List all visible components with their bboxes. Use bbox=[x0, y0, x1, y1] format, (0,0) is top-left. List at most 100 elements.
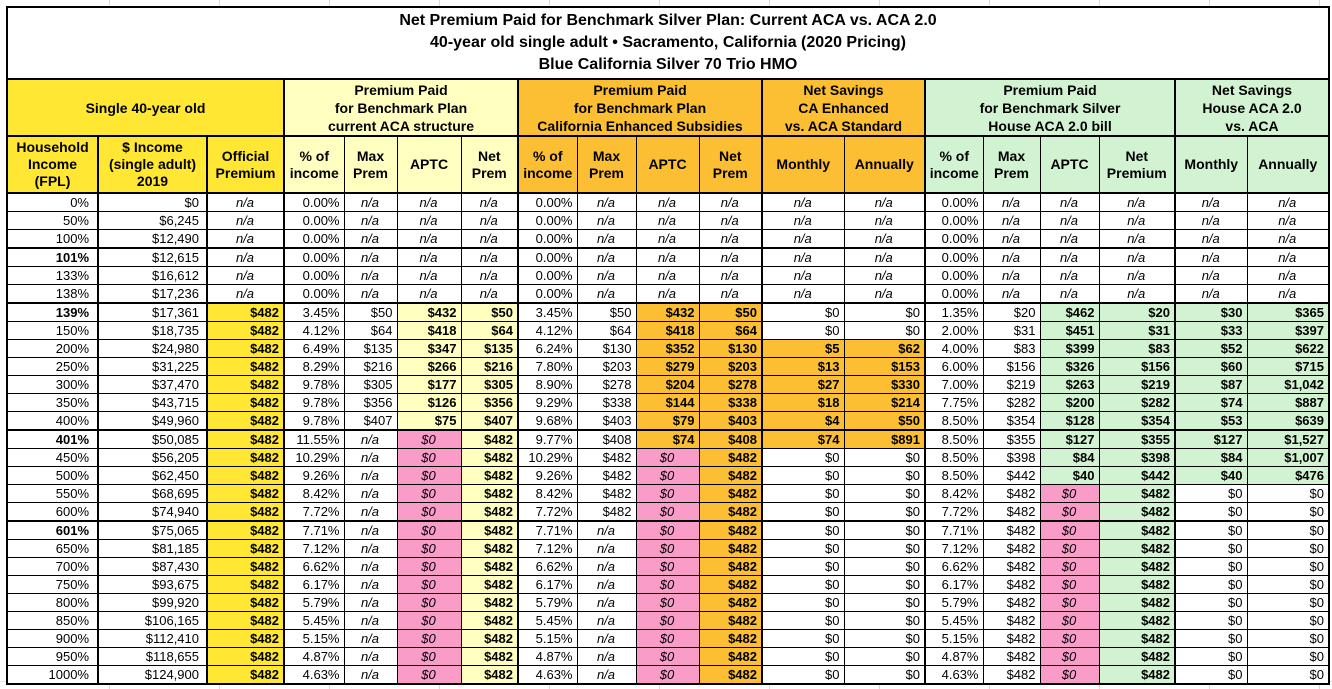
cell-133%-house_max_prem[interactable]: n/a bbox=[982, 266, 1041, 285]
cell-100%-house_savings_monthly[interactable]: n/a bbox=[1174, 229, 1248, 249]
cell-0%-fpl[interactable]: 0% bbox=[6, 192, 99, 212]
cell-300%-fpl[interactable]: 300% bbox=[6, 375, 99, 394]
cell-150%-official_premium[interactable]: $482 bbox=[206, 321, 285, 340]
cell-850%-house_net_premium[interactable]: $482 bbox=[1098, 611, 1176, 630]
cell-400%-house_net_premium[interactable]: $354 bbox=[1098, 411, 1176, 431]
cell-200%-ca_max_prem[interactable]: $130 bbox=[576, 339, 637, 358]
column-header-aca_aptc[interactable]: APTC bbox=[396, 135, 462, 194]
cell-0%-house_net_premium[interactable]: n/a bbox=[1098, 192, 1176, 212]
cell-400%-ca_net_prem[interactable]: $403 bbox=[698, 411, 763, 431]
cell-450%-fpl[interactable]: 450% bbox=[6, 448, 99, 467]
cell-700%-aca_aptc[interactable]: $0 bbox=[396, 557, 462, 576]
cell-700%-house_aptc[interactable]: $0 bbox=[1039, 557, 1100, 576]
cell-950%-ca_savings_monthly[interactable]: $0 bbox=[761, 647, 845, 666]
cell-500%-ca_pct_income[interactable]: 9.26% bbox=[517, 466, 578, 485]
cell-150%-ca_aptc[interactable]: $418 bbox=[635, 321, 700, 340]
cell-250%-fpl[interactable]: 250% bbox=[6, 357, 99, 376]
cell-133%-aca_aptc[interactable]: n/a bbox=[396, 266, 462, 285]
cell-139%-ca_savings_monthly[interactable]: $0 bbox=[761, 302, 845, 322]
cell-250%-house_pct_income[interactable]: 6.00% bbox=[924, 357, 984, 376]
cell-400%-house_pct_income[interactable]: 8.50% bbox=[924, 411, 984, 431]
cell-101%-ca_aptc[interactable]: n/a bbox=[635, 247, 700, 267]
cell-50%-aca_net_prem[interactable]: n/a bbox=[460, 211, 519, 230]
cell-850%-ca_net_prem[interactable]: $482 bbox=[698, 611, 763, 630]
cell-601%-aca_aptc[interactable]: $0 bbox=[396, 520, 462, 540]
cell-800%-house_net_premium[interactable]: $482 bbox=[1098, 593, 1176, 612]
cell-1000%-ca_max_prem[interactable]: n/a bbox=[576, 665, 637, 685]
cell-133%-house_pct_income[interactable]: 0.00% bbox=[924, 266, 984, 285]
cell-133%-income[interactable]: $16,612 bbox=[97, 266, 208, 285]
cell-700%-house_savings_monthly[interactable]: $0 bbox=[1174, 557, 1248, 576]
cell-601%-ca_savings_monthly[interactable]: $0 bbox=[761, 520, 845, 540]
cell-50%-ca_max_prem[interactable]: n/a bbox=[576, 211, 637, 230]
cell-601%-ca_net_prem[interactable]: $482 bbox=[698, 520, 763, 540]
cell-750%-ca_savings_annually[interactable]: $0 bbox=[843, 575, 926, 594]
cell-850%-house_savings_annually[interactable]: $0 bbox=[1246, 611, 1330, 630]
cell-133%-ca_savings_annually[interactable]: n/a bbox=[843, 266, 926, 285]
cell-900%-fpl[interactable]: 900% bbox=[6, 629, 99, 648]
cell-601%-ca_pct_income[interactable]: 7.71% bbox=[517, 520, 578, 540]
cell-650%-aca_net_prem[interactable]: $482 bbox=[460, 539, 519, 558]
cell-100%-fpl[interactable]: 100% bbox=[6, 229, 99, 249]
cell-550%-ca_aptc[interactable]: $0 bbox=[635, 484, 700, 503]
cell-133%-house_savings_monthly[interactable]: n/a bbox=[1174, 266, 1248, 285]
cell-601%-house_max_prem[interactable]: $482 bbox=[982, 520, 1041, 540]
cell-101%-official_premium[interactable]: n/a bbox=[206, 247, 285, 267]
cell-900%-aca_aptc[interactable]: $0 bbox=[396, 629, 462, 648]
cell-750%-ca_max_prem[interactable]: n/a bbox=[576, 575, 637, 594]
cell-900%-ca_net_prem[interactable]: $482 bbox=[698, 629, 763, 648]
cell-750%-income[interactable]: $93,675 bbox=[97, 575, 208, 594]
column-header-house_net_premium[interactable]: Net Premium bbox=[1098, 135, 1176, 194]
cell-800%-ca_net_prem[interactable]: $482 bbox=[698, 593, 763, 612]
column-header-ca_pct_income[interactable]: % of income bbox=[517, 135, 578, 194]
cell-401%-house_max_prem[interactable]: $355 bbox=[982, 429, 1041, 449]
cell-750%-house_savings_monthly[interactable]: $0 bbox=[1174, 575, 1248, 594]
cell-350%-official_premium[interactable]: $482 bbox=[206, 393, 285, 412]
cell-250%-house_savings_monthly[interactable]: $60 bbox=[1174, 357, 1248, 376]
cell-0%-house_max_prem[interactable]: n/a bbox=[982, 192, 1041, 212]
cell-950%-official_premium[interactable]: $482 bbox=[206, 647, 285, 666]
cell-500%-aca_net_prem[interactable]: $482 bbox=[460, 466, 519, 485]
cell-700%-house_pct_income[interactable]: 6.62% bbox=[924, 557, 984, 576]
cell-400%-house_savings_annually[interactable]: $639 bbox=[1246, 411, 1330, 431]
cell-950%-ca_savings_annually[interactable]: $0 bbox=[843, 647, 926, 666]
cell-650%-house_max_prem[interactable]: $482 bbox=[982, 539, 1041, 558]
cell-850%-ca_max_prem[interactable]: n/a bbox=[576, 611, 637, 630]
cell-200%-house_pct_income[interactable]: 4.00% bbox=[924, 339, 984, 358]
cell-138%-ca_pct_income[interactable]: 0.00% bbox=[517, 284, 578, 304]
cell-138%-house_aptc[interactable]: n/a bbox=[1039, 284, 1100, 304]
cell-139%-aca_net_prem[interactable]: $50 bbox=[460, 302, 519, 322]
cell-950%-ca_pct_income[interactable]: 4.87% bbox=[517, 647, 578, 666]
cell-650%-aca_aptc[interactable]: $0 bbox=[396, 539, 462, 558]
cell-400%-ca_savings_annually[interactable]: $50 bbox=[843, 411, 926, 431]
cell-950%-house_net_premium[interactable]: $482 bbox=[1098, 647, 1176, 666]
cell-650%-aca_max_prem[interactable]: n/a bbox=[343, 539, 398, 558]
cell-139%-ca_savings_annually[interactable]: $0 bbox=[843, 302, 926, 322]
cell-700%-house_savings_annually[interactable]: $0 bbox=[1246, 557, 1330, 576]
cell-50%-house_net_premium[interactable]: n/a bbox=[1098, 211, 1176, 230]
cell-50%-house_pct_income[interactable]: 0.00% bbox=[924, 211, 984, 230]
cell-1000%-house_max_prem[interactable]: $482 bbox=[982, 665, 1041, 685]
cell-600%-ca_savings_annually[interactable]: $0 bbox=[843, 502, 926, 522]
cell-450%-house_savings_monthly[interactable]: $84 bbox=[1174, 448, 1248, 467]
cell-101%-house_aptc[interactable]: n/a bbox=[1039, 247, 1100, 267]
cell-100%-house_pct_income[interactable]: 0.00% bbox=[924, 229, 984, 249]
cell-300%-ca_pct_income[interactable]: 8.90% bbox=[517, 375, 578, 394]
cell-750%-house_net_premium[interactable]: $482 bbox=[1098, 575, 1176, 594]
cell-138%-fpl[interactable]: 138% bbox=[6, 284, 99, 304]
cell-450%-house_savings_annually[interactable]: $1,007 bbox=[1246, 448, 1330, 467]
cell-250%-ca_max_prem[interactable]: $203 bbox=[576, 357, 637, 376]
cell-139%-house_pct_income[interactable]: 1.35% bbox=[924, 302, 984, 322]
cell-950%-aca_pct_income[interactable]: 4.87% bbox=[283, 647, 345, 666]
cell-350%-house_savings_annually[interactable]: $887 bbox=[1246, 393, 1330, 412]
cell-601%-fpl[interactable]: 601% bbox=[6, 520, 99, 540]
cell-650%-ca_savings_annually[interactable]: $0 bbox=[843, 539, 926, 558]
cell-500%-ca_net_prem[interactable]: $482 bbox=[698, 466, 763, 485]
column-header-house_aptc[interactable]: APTC bbox=[1039, 135, 1100, 194]
cell-300%-house_aptc[interactable]: $263 bbox=[1039, 375, 1100, 394]
cell-300%-house_max_prem[interactable]: $219 bbox=[982, 375, 1041, 394]
cell-100%-aca_max_prem[interactable]: n/a bbox=[343, 229, 398, 249]
cell-650%-house_pct_income[interactable]: 7.12% bbox=[924, 539, 984, 558]
cell-101%-aca_aptc[interactable]: n/a bbox=[396, 247, 462, 267]
cell-138%-house_net_premium[interactable]: n/a bbox=[1098, 284, 1176, 304]
